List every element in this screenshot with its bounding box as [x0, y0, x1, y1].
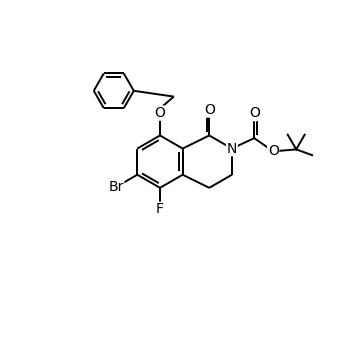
Text: O: O: [249, 107, 260, 120]
Text: F: F: [156, 202, 164, 216]
Text: O: O: [268, 144, 279, 158]
Text: O: O: [155, 106, 165, 120]
Text: O: O: [155, 106, 165, 120]
Text: Br: Br: [108, 180, 124, 194]
Text: Br: Br: [108, 180, 124, 194]
Text: O: O: [268, 144, 279, 158]
Text: N: N: [227, 142, 237, 156]
Text: F: F: [156, 202, 164, 216]
Text: N: N: [227, 142, 237, 156]
Text: O: O: [204, 103, 215, 117]
Text: O: O: [204, 103, 215, 117]
Text: O: O: [249, 107, 260, 120]
